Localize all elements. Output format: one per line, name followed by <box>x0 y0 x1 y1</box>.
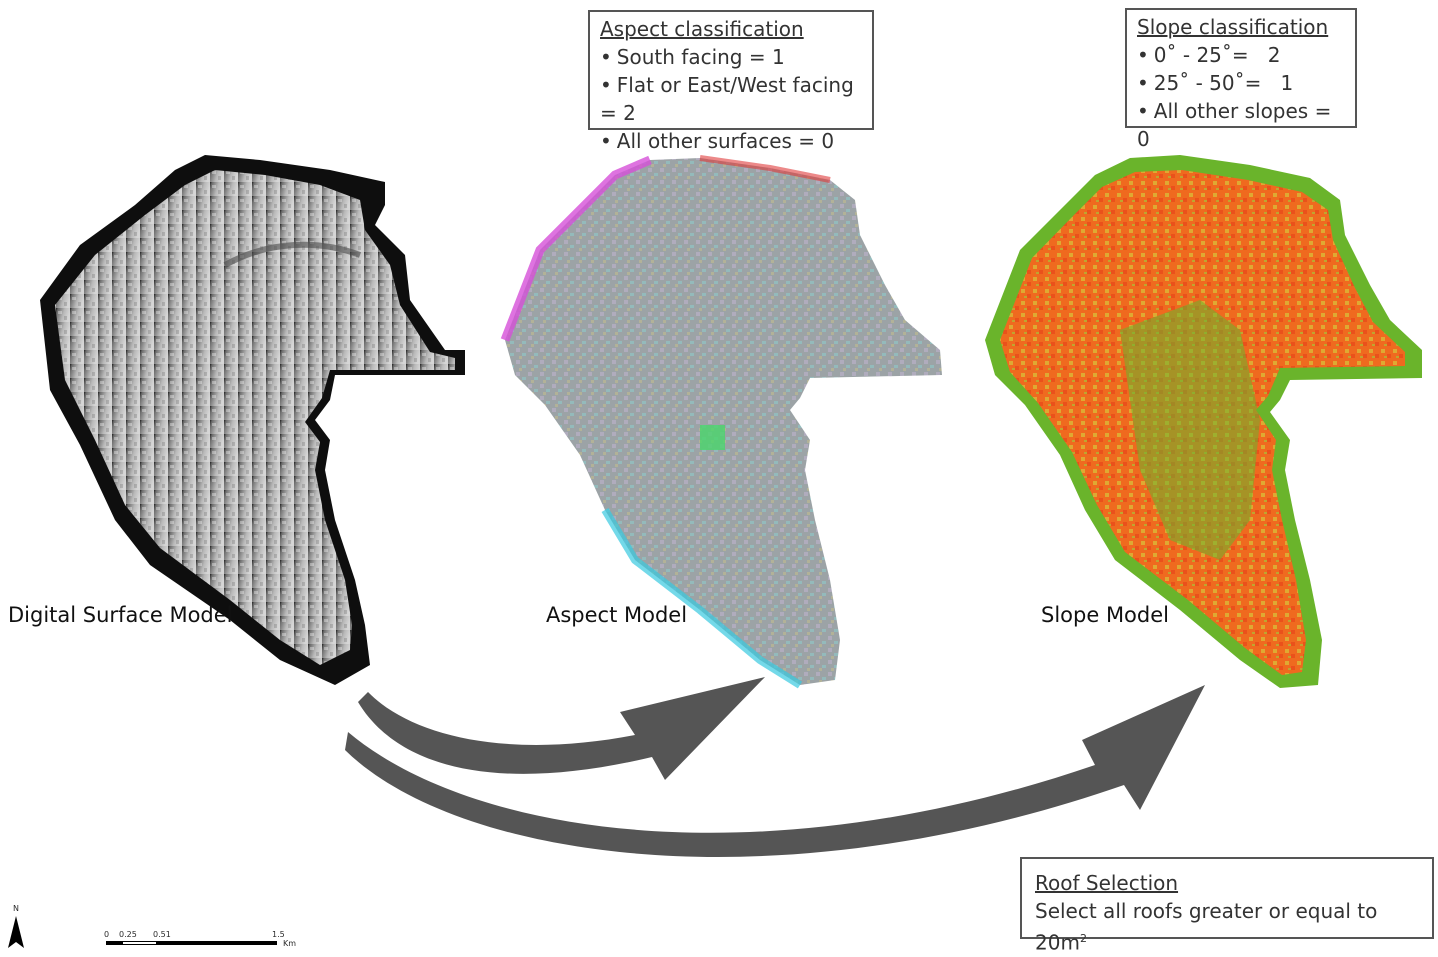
slope-item-other: All other slopes = 0 <box>1137 97 1345 153</box>
aspect-map-surface <box>505 158 942 685</box>
slope-classification-list: 0˚ - 25˚= 2 25˚ - 50˚= 1 All other slope… <box>1137 41 1345 153</box>
north-arrow-letter: N <box>13 904 19 913</box>
scale-tick-0: 0 <box>104 930 110 939</box>
arrow-to-aspect <box>358 677 765 780</box>
scale-unit: Km <box>283 939 297 948</box>
slope-item-mid: 25˚ - 50˚= 1 <box>1137 69 1345 97</box>
roof-selection-title: Roof Selection <box>1035 871 1179 895</box>
scale-tick-15: 1.5 <box>272 930 285 939</box>
dsm-river <box>223 241 362 268</box>
slope-label: Slope Model <box>1041 603 1169 627</box>
aspect-label: Aspect Model <box>546 603 688 627</box>
flow-arrows <box>345 677 1205 857</box>
north-arrow-icon <box>8 916 24 948</box>
roof-selection-superscript: 2 <box>1079 932 1087 945</box>
scale-tick-025: 0.25 <box>119 930 137 939</box>
aspect-classification-box: Aspect classification South facing = 1 F… <box>588 10 874 153</box>
scale-bar: 0 0.25 0.51 1.5 Km <box>100 930 300 950</box>
aspect-edge-magenta <box>500 155 652 342</box>
north-arrow: N <box>6 904 26 954</box>
slope-map <box>985 155 1422 688</box>
scale-segment-1 <box>106 941 122 945</box>
aspect-item-south: South facing = 1 <box>600 43 862 71</box>
dsm-map-surface <box>55 170 455 665</box>
aspect-item-flat: Flat or East/West facing = 2 <box>600 71 862 127</box>
scale-segment-2 <box>122 941 157 945</box>
slope-classification-box: Slope classification 0˚ - 25˚= 2 25˚ - 5… <box>1125 8 1357 151</box>
arrow-to-slope <box>345 685 1205 857</box>
dsm-label: Digital Surface Model <box>8 603 233 627</box>
aspect-map <box>500 155 942 689</box>
aspect-green-patch <box>700 425 725 450</box>
roof-selection-text: Select all roofs greater or equal to 20m… <box>1035 899 1378 955</box>
scale-tick-051: 0.51 <box>153 930 171 939</box>
slope-item-low: 0˚ - 25˚= 2 <box>1137 41 1345 69</box>
roof-selection-box: Roof Selection Select all roofs greater … <box>1020 857 1434 955</box>
aspect-item-other: All other surfaces = 0 <box>600 127 862 155</box>
aspect-edge-cyan <box>601 507 803 689</box>
aspect-classification-title: Aspect classification <box>600 17 804 41</box>
aspect-classification-list: South facing = 1 Flat or East/West facin… <box>600 43 862 155</box>
scale-segment-3 <box>157 941 277 945</box>
slope-classification-title: Slope classification <box>1137 15 1329 39</box>
aspect-edge-red <box>699 155 831 183</box>
slope-flat-area <box>1120 300 1260 560</box>
dsm-map <box>40 155 465 685</box>
